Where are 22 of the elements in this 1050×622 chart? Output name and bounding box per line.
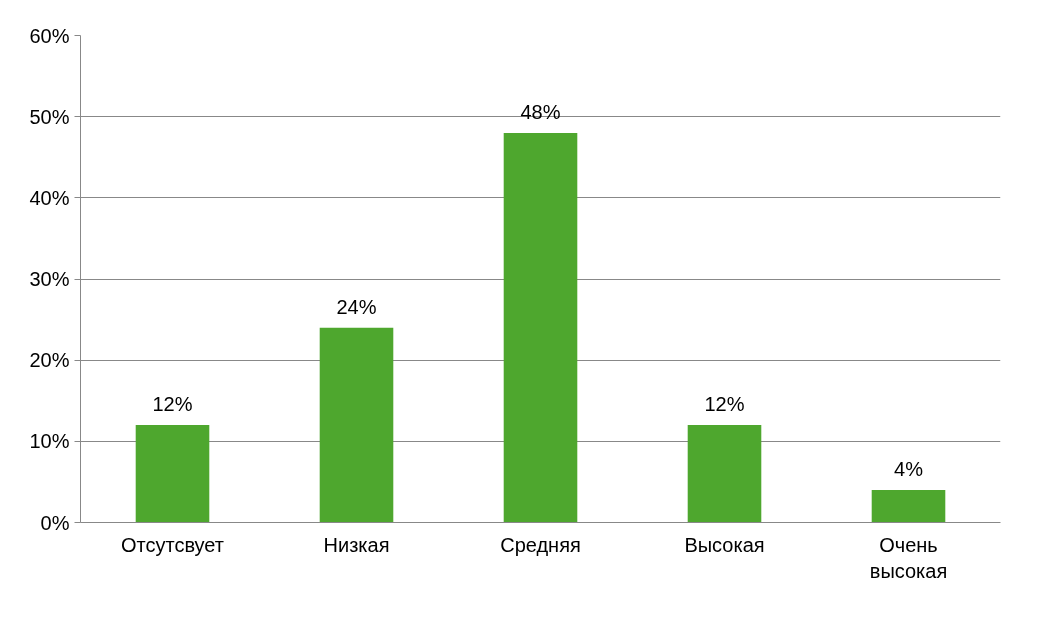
y-tick-label: 30%	[29, 268, 70, 290]
x-tick-label: Низкая	[323, 533, 390, 556]
y-tick-label: 60%	[29, 24, 70, 47]
bar	[687, 425, 762, 523]
x-tick-label: Высокая	[684, 533, 765, 556]
data-label: 12%	[152, 393, 193, 416]
bar	[503, 132, 578, 523]
data-label: 4%	[894, 458, 924, 481]
y-tick-label: 10%	[29, 430, 70, 453]
x-tick-label: Очень высокая	[869, 533, 948, 582]
data-label: 48%	[520, 100, 561, 123]
y-tick-label: 20%	[29, 349, 70, 372]
data-label: 24%	[336, 295, 377, 318]
data-label: 12%	[704, 393, 745, 416]
y-tick-label: 50%	[29, 105, 70, 128]
y-tick-label: 40%	[29, 186, 70, 209]
x-tick-label: Отсутсвует	[121, 533, 225, 556]
bar	[135, 425, 210, 523]
bar	[871, 490, 946, 523]
y-tick-label: 0%	[40, 511, 70, 534]
bar	[319, 327, 394, 523]
x-tick-label: Средняя	[500, 533, 581, 556]
